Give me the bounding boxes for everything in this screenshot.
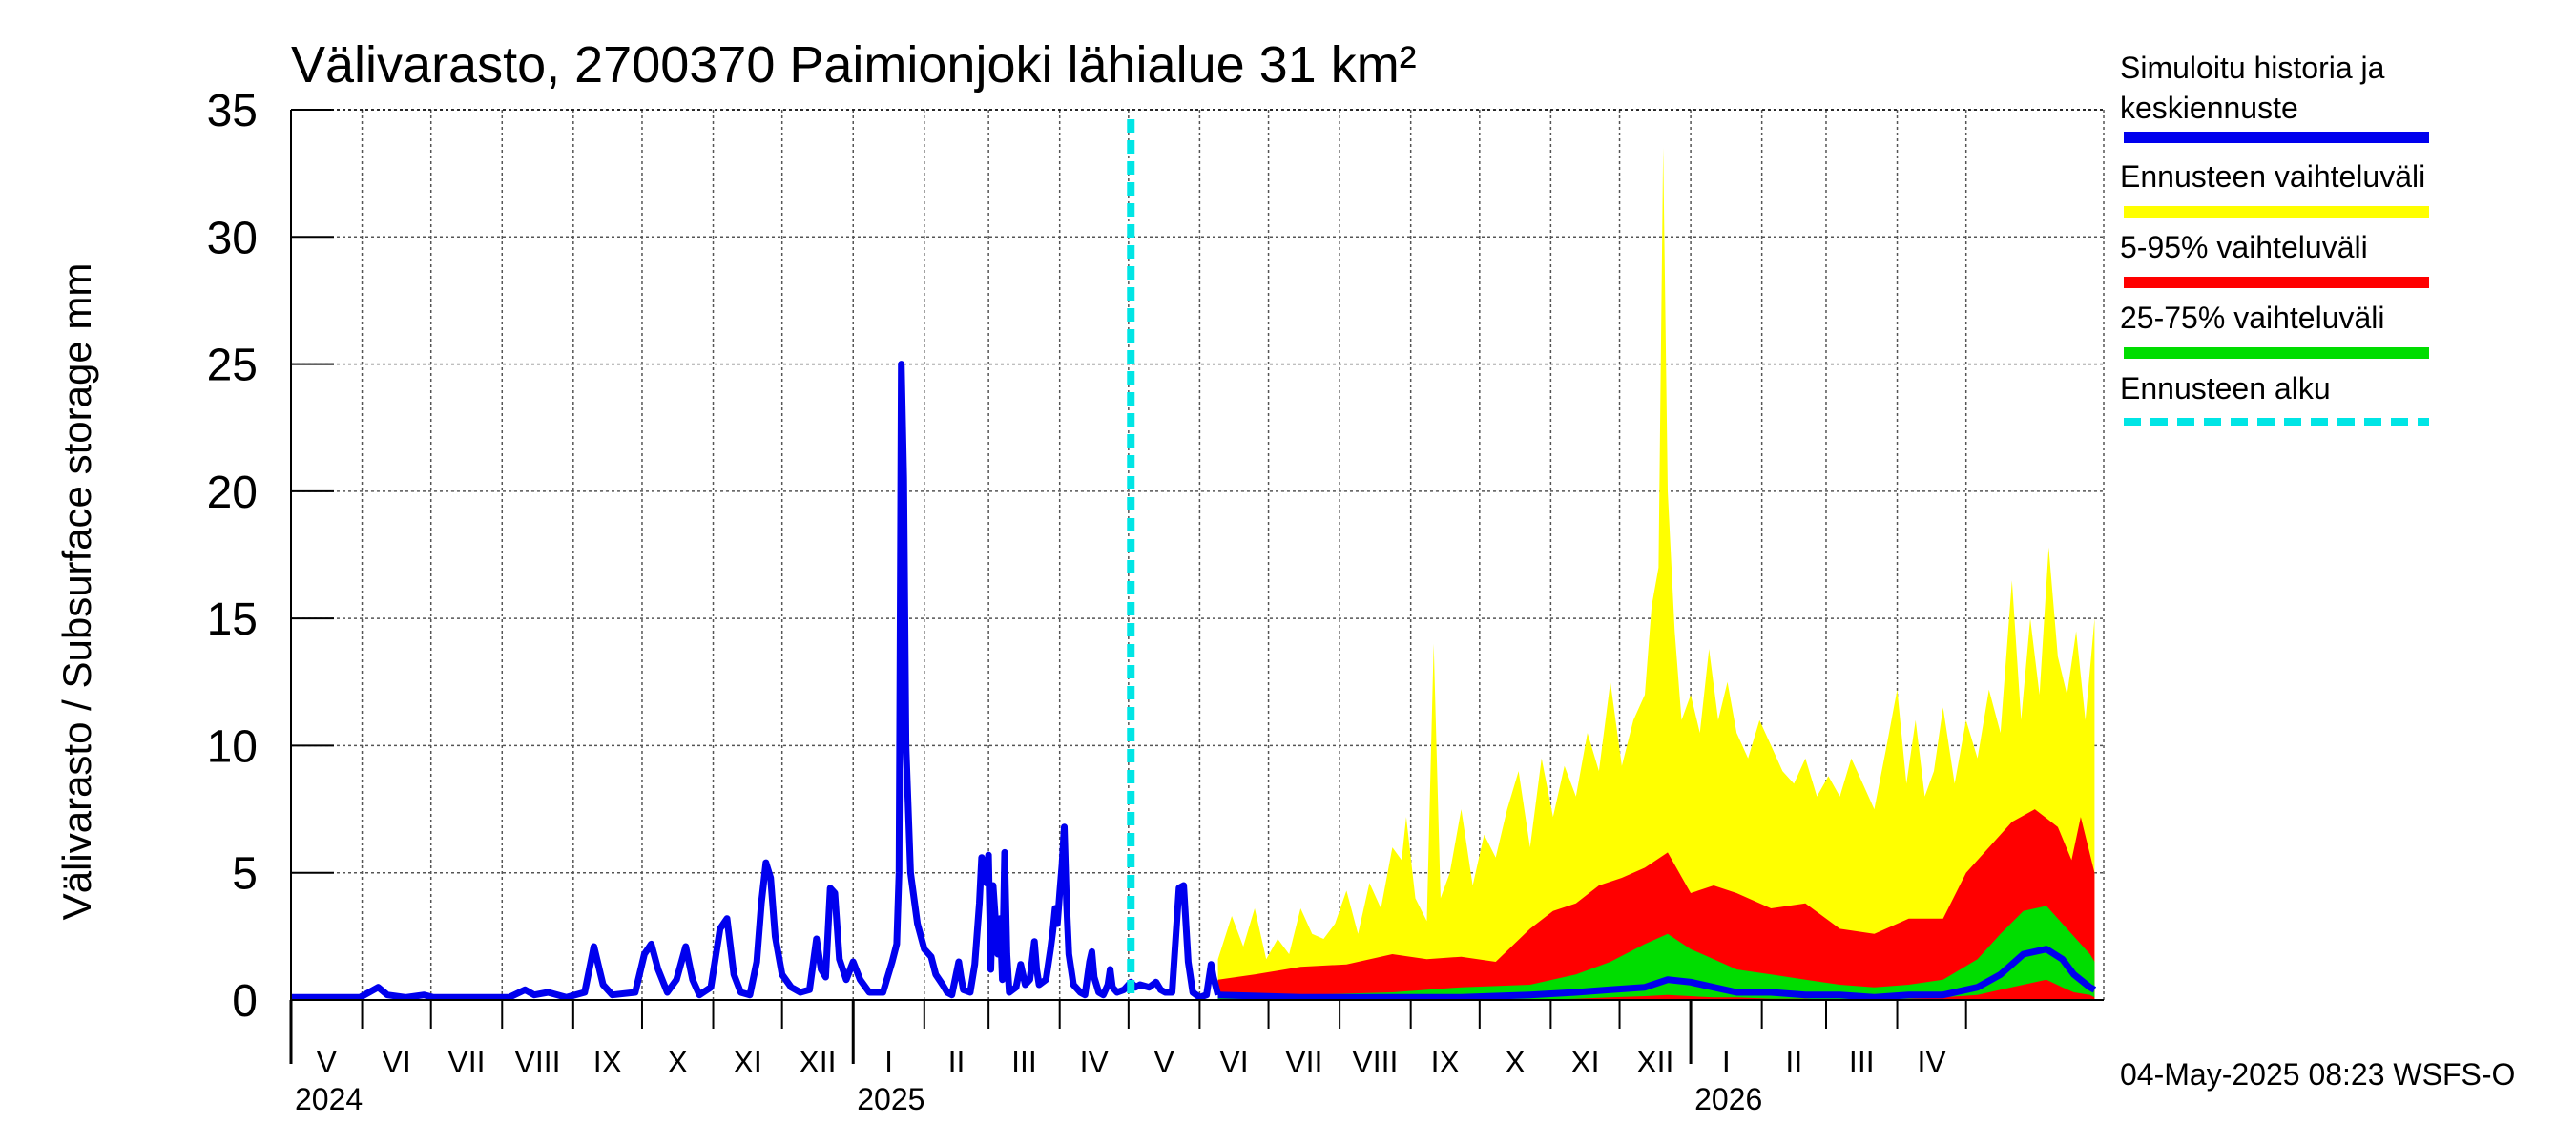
month-label: VII: [447, 1045, 485, 1079]
month-label: XII: [1636, 1045, 1673, 1079]
forecast-bands: [1217, 148, 2095, 1000]
legend-swatch-history: [2124, 132, 2429, 143]
legend-item-history: Simuloitu historia ja keskiennuste: [2120, 48, 2568, 145]
month-label: V: [1153, 1045, 1174, 1079]
legend-item-25-75: 25-75% vaihteluväli: [2120, 286, 2568, 359]
y-tick-label: 5: [232, 849, 258, 900]
month-label: II: [948, 1045, 966, 1079]
month-label: X: [668, 1045, 688, 1079]
month-label: X: [1505, 1045, 1525, 1079]
y-tick-label: 30: [207, 213, 258, 263]
legend-swatch-25-75: [2124, 347, 2429, 359]
legend-swatch-5-95: [2124, 277, 2429, 288]
legend-label-range: Ennusteen vaihteluväli: [2120, 159, 2426, 194]
series-lines: [291, 119, 2097, 1001]
legend-item-forecast-start: Ennusteen alku: [2120, 357, 2568, 427]
band-5-95-area: [1217, 809, 2095, 1000]
timestamp: 04-May-2025 08:23 WSFS-O: [2120, 1057, 2516, 1092]
month-label: VI: [383, 1045, 411, 1079]
legend: Simuloitu historia ja keskiennuste Ennus…: [2120, 48, 2568, 427]
legend-label-25-75: 25-75% vaihteluväli: [2120, 301, 2385, 335]
year-label: 2026: [1694, 1082, 1762, 1116]
legend-label-5-95: 5-95% vaihteluväli: [2120, 230, 2368, 264]
y-axis-label: Välivarasto / Subsurface storage mm: [54, 263, 99, 921]
month-label: I: [884, 1045, 893, 1079]
y-tick-label: 35: [207, 86, 258, 136]
month-label: III: [1849, 1045, 1875, 1079]
legend-swatch-forecast-start: [2124, 418, 2429, 426]
month-label: IX: [593, 1045, 622, 1079]
y-tick-label: 15: [207, 594, 258, 645]
legend-label-forecast-start: Ennusteen alku: [2120, 371, 2331, 406]
month-label: XI: [733, 1045, 761, 1079]
month-label: VIII: [515, 1045, 561, 1079]
band-range-area: [1217, 148, 2095, 1000]
month-label: II: [1785, 1045, 1802, 1079]
month-label: I: [1722, 1045, 1731, 1079]
median-forecast-line: [1217, 946, 2097, 1001]
year-label: 2024: [295, 1082, 363, 1116]
month-label: VIII: [1352, 1045, 1398, 1079]
legend-swatch-range: [2124, 206, 2429, 218]
month-label: V: [317, 1045, 338, 1079]
year-label: 2025: [857, 1082, 924, 1116]
month-label: IX: [1431, 1045, 1460, 1079]
month-label: IV: [1918, 1045, 1947, 1079]
month-label: XII: [799, 1045, 836, 1079]
month-label: VI: [1219, 1045, 1248, 1079]
month-label: VII: [1285, 1045, 1322, 1079]
month-label: XI: [1570, 1045, 1599, 1079]
legend-label-history: Simuloitu historia ja keskiennuste: [2120, 51, 2385, 125]
y-tick-label: 0: [232, 976, 258, 1027]
legend-item-range: Ennusteen vaihteluväli: [2120, 145, 2568, 218]
y-tick-label: 20: [207, 468, 258, 518]
chart-title: Välivarasto, 2700370 Paimionjoki lähialu…: [291, 36, 1417, 94]
y-tick-label: 25: [207, 341, 258, 391]
history-line: [291, 361, 1221, 1001]
legend-item-5-95: 5-95% vaihteluväli: [2120, 216, 2568, 288]
month-label: IV: [1080, 1045, 1110, 1079]
month-label: III: [1011, 1045, 1037, 1079]
band-25-75-area: [1217, 906, 2095, 1000]
y-tick-label: 10: [207, 721, 258, 772]
